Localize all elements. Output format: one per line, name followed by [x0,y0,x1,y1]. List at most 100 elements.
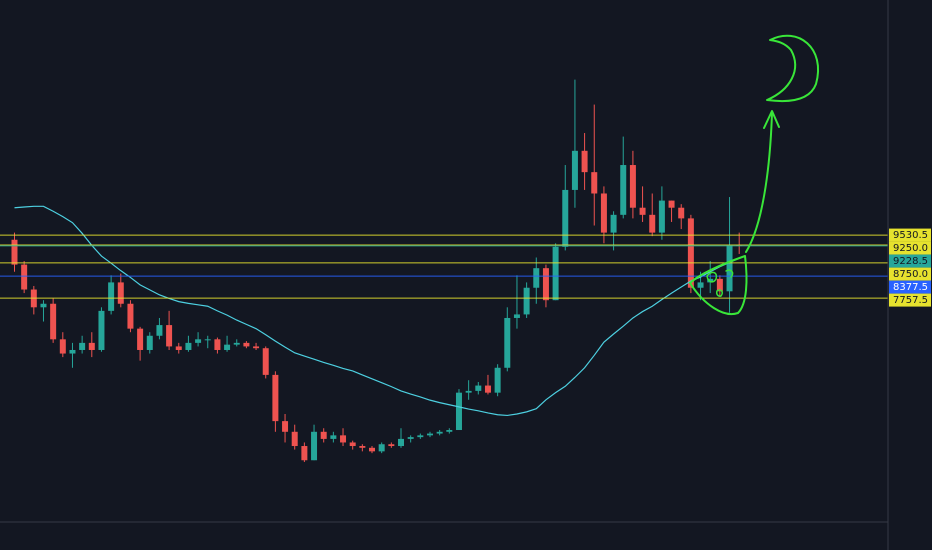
candle-body [417,435,424,438]
candle-body [59,339,66,354]
candle-body [591,172,598,194]
candle-body [504,317,511,368]
candle-body [436,431,443,434]
candle-body [697,282,704,288]
candle-body [272,374,279,422]
candle-body [610,214,617,233]
candle-body [137,328,144,350]
doodle [706,271,718,283]
candle-body [282,421,289,432]
candle-body [455,392,462,431]
candle-body [668,200,675,208]
candle-body [600,193,607,233]
candle-body [687,218,694,288]
candle-body [446,430,453,432]
candle-body [243,342,250,347]
candle-body [224,344,231,350]
price-level-tag [889,228,931,242]
candle-body [253,346,260,349]
candle-body [513,314,520,318]
candle-body [494,367,501,393]
candle-body [50,303,57,340]
price-level-label: 9250.0 [893,243,928,254]
candle-body [330,435,337,439]
candle-body [639,207,646,215]
candle-body [11,239,18,265]
moon-drawing [766,34,819,103]
candle-body [620,165,627,215]
candle-body [552,246,559,301]
candle-body [195,339,202,343]
candle-body [726,245,733,292]
candle-body [204,339,211,341]
arrow-head [763,110,780,129]
drawings [689,34,819,316]
candle-body [233,342,240,345]
price-level-label: 7757.5 [893,295,928,306]
price-level-tag [889,293,931,307]
candle-body [571,150,578,190]
candle-body [21,264,28,290]
candle-body [678,207,685,219]
candle-body [175,346,182,350]
price-level-label: 8750.0 [893,269,928,280]
doodle [725,269,734,278]
candle-body [388,444,395,447]
candle-body [562,189,569,247]
candle-body [40,303,47,308]
candle-body [262,348,269,375]
candle-body [359,446,366,448]
price-level-label: 9530.5 [893,230,928,241]
candle-body [398,438,404,447]
candle-body [79,342,86,350]
axes [0,0,889,550]
moving-average [14,205,740,417]
candle-body [146,335,153,350]
candle-body [69,349,76,354]
candle-body [214,339,221,350]
candle-body [98,310,105,350]
candle-body [378,444,385,452]
candle-body [484,385,491,393]
candle-body [88,342,95,350]
candle-body [301,446,308,461]
candle-body [349,442,356,447]
doodle [716,289,723,297]
candle-body [156,325,163,336]
candle-body [475,385,482,391]
candle-body [166,325,173,347]
candle-body [320,431,327,439]
price-level-tag [889,241,931,255]
price-level-tag [889,267,931,281]
candle-body [533,268,540,288]
candle-body [649,214,656,233]
candle-body [407,437,414,439]
candle-body [127,303,134,329]
candle-body [716,278,723,292]
candle-body [581,150,588,173]
candle-body [426,433,433,436]
candle-body [629,165,636,208]
candle-body [291,431,298,447]
candle-body [658,200,665,233]
plot [0,79,888,463]
candle-body [340,435,347,443]
candle-body [108,282,115,311]
candle-body [311,431,318,461]
labels: 9530.5 9250.0 9228.5 8750.0 8377.5 7757.5 [889,228,931,307]
candle-body [117,282,124,304]
candle-body [369,447,376,452]
candle-body [465,390,472,393]
price-level-tag [889,254,931,268]
price-level-label: 9228.5 [893,256,928,267]
price-level-label: 8377.5 [893,282,928,293]
price-level-tag [889,280,931,294]
circle-drawing [689,255,748,316]
candle-body [542,268,549,301]
arrow-drawing [745,112,773,253]
candle-body [523,287,530,315]
candle-body [185,342,192,350]
